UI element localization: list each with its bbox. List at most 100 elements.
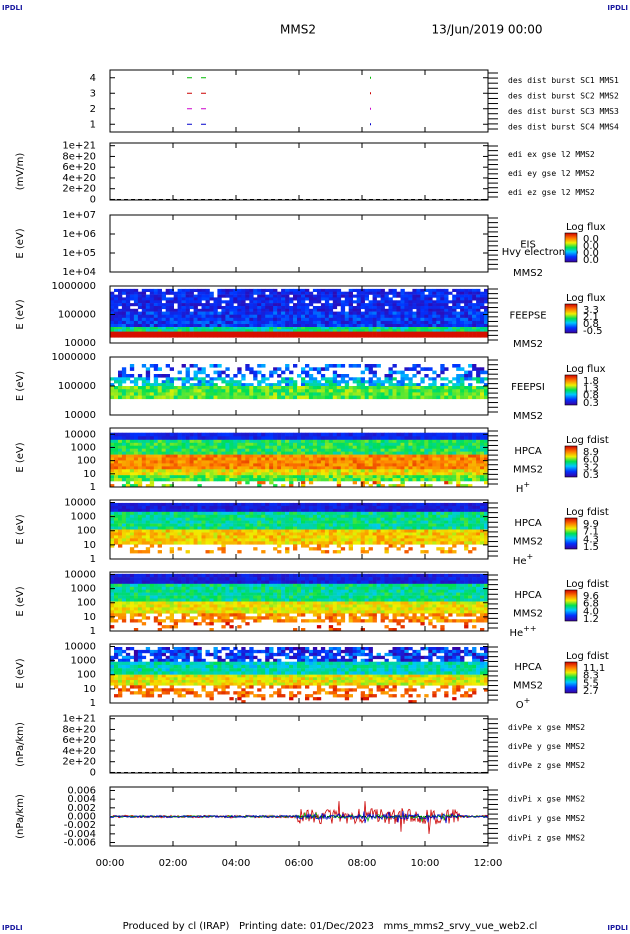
spectrogram-cell (368, 523, 373, 527)
spectrogram-cell (301, 331, 306, 335)
spectrogram-cell (456, 526, 461, 530)
spectrogram-cell (328, 329, 334, 332)
spectrogram-cell (265, 457, 270, 461)
spectrogram-cell (404, 300, 409, 304)
spectrogram-cell (412, 367, 417, 371)
spectrogram-cell (237, 469, 242, 473)
spectrogram-cell (408, 448, 413, 452)
spectrogram-cell (281, 454, 286, 458)
spectrogram-cell (293, 320, 298, 325)
spectrogram-cell (436, 300, 441, 304)
spectrogram-cell (380, 508, 385, 513)
spectrogram-cell (201, 311, 206, 315)
spectrogram-cell (316, 367, 322, 371)
spectrogram-cell (308, 526, 314, 530)
spectrogram-cell (376, 454, 381, 458)
spectrogram-cell (289, 395, 294, 400)
spectrogram-cell (277, 334, 282, 338)
spectrogram-cell (233, 457, 238, 461)
spectrogram-cell (301, 469, 306, 473)
spectrogram-cell (114, 320, 119, 325)
spectrogram-cell (424, 478, 429, 482)
spectrogram-cell (201, 469, 206, 473)
spectrogram-cell (141, 436, 147, 441)
spectrogram-cell (110, 451, 115, 455)
spectrogram-cell (201, 392, 206, 396)
spectrogram-cell (360, 457, 365, 461)
spectrogram-cell (396, 436, 401, 441)
spectrogram-cell (328, 442, 334, 447)
spectrogram-cell (312, 308, 318, 312)
spectrogram-cell (452, 432, 457, 437)
spectrogram-cell (352, 460, 357, 464)
spectrogram-cell (360, 329, 365, 332)
spectrogram-cell (404, 317, 409, 322)
spectrogram-cell (217, 451, 222, 455)
spectrogram-cell (360, 331, 365, 335)
spectrogram-cell (305, 331, 310, 335)
spectrogram-cell (221, 514, 226, 518)
spectrogram-cell (217, 329, 222, 332)
spectrogram-cell (145, 436, 151, 441)
spectrogram-cell (380, 523, 385, 527)
spectrogram-cell (165, 478, 170, 482)
spectrogram-cell (444, 331, 449, 335)
spectrogram-cell (249, 367, 254, 371)
spectrogram-cell (137, 478, 143, 482)
spectrogram-cell (245, 389, 250, 393)
spectrogram-cell (448, 505, 453, 510)
spectrogram-cell (165, 311, 170, 315)
spectrogram-cell (289, 472, 294, 476)
spectrogram-cell (428, 291, 433, 295)
spectrogram-cell (173, 505, 178, 510)
spectrogram-cell (221, 511, 226, 515)
spectrogram-cell (213, 466, 218, 470)
spectrogram-cell (468, 472, 473, 476)
spectrogram-cell (376, 294, 381, 298)
spectrogram-cell (428, 308, 433, 312)
spectrogram-cell (436, 288, 441, 292)
spectrogram-cell (257, 472, 262, 476)
spectrogram-cell (293, 511, 298, 515)
spectrogram-cell (297, 508, 302, 513)
spectrogram-cell (125, 457, 131, 461)
spectrogram-cell (436, 514, 441, 518)
spectrogram-cell (189, 317, 194, 322)
spectrogram-cell (448, 327, 453, 330)
spectrogram-cell (265, 288, 270, 292)
spectrogram-cell (118, 439, 123, 444)
spectrogram-cell (388, 331, 393, 335)
spectrogram-cell (114, 472, 119, 476)
spectrogram-cell (197, 472, 202, 476)
spectrogram-cell (173, 327, 178, 330)
spectrogram-cell (420, 392, 425, 396)
spectrogram-cell (301, 320, 306, 325)
spectrogram-cell (480, 317, 485, 322)
spectrogram-cell (380, 442, 385, 447)
spectrogram-cell (241, 478, 246, 482)
spectrogram-cell (468, 386, 473, 390)
spectrogram-cell (472, 523, 477, 527)
spectrogram-cell (348, 526, 353, 530)
spectrogram-cell (161, 314, 166, 319)
spectrogram-cell (396, 460, 401, 464)
spectrogram-cell (340, 364, 346, 368)
spectrogram-cell (372, 478, 377, 482)
spectrogram-cell (320, 392, 326, 396)
spectrogram-cell (253, 303, 258, 307)
spectrogram-cell (233, 445, 238, 449)
spectrogram-cell (249, 317, 254, 322)
spectrogram-cell (416, 291, 421, 295)
spectrogram-cell (125, 526, 131, 530)
spectrogram-cell (392, 320, 397, 325)
spectrogram-cell (392, 364, 397, 368)
spectrogram-cell (308, 311, 314, 315)
spectrogram-cell (145, 331, 151, 335)
spectrogram-cell (468, 460, 473, 464)
spectrogram-cell (408, 392, 413, 396)
spectrogram-cell (352, 508, 357, 513)
spectrogram-cell (452, 442, 457, 447)
spectrogram-cell (237, 334, 242, 338)
spectrogram-cell (340, 291, 346, 295)
spectrogram-cell (153, 439, 159, 444)
